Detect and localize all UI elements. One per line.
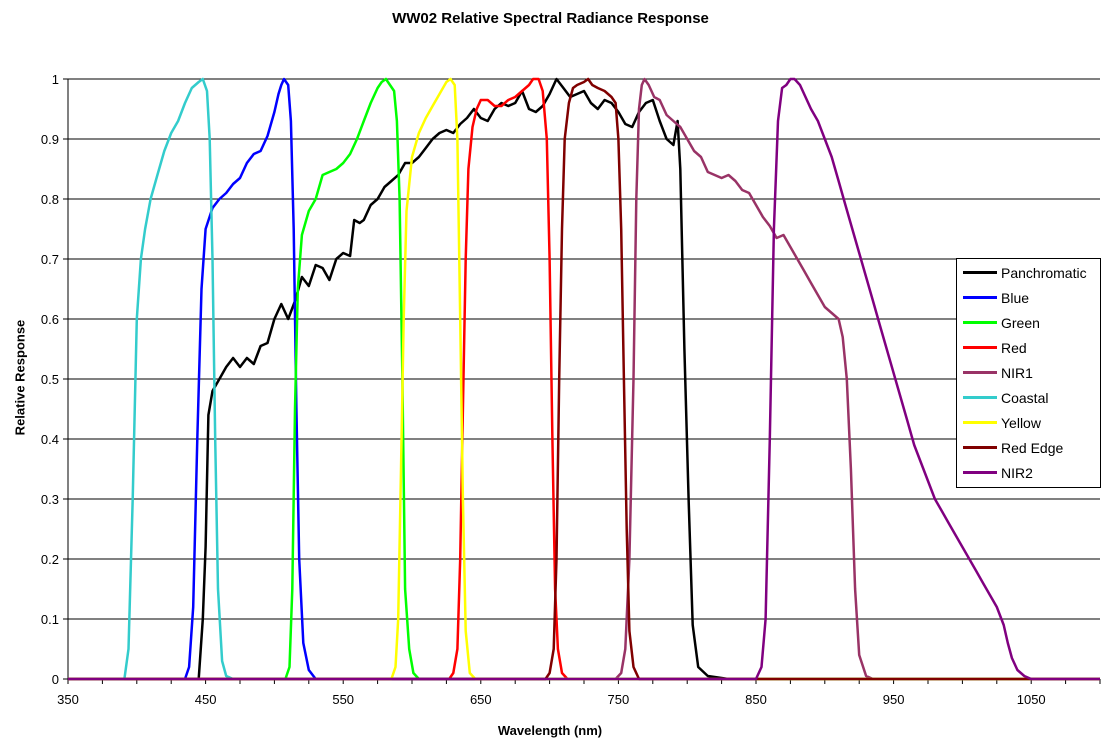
series-line-blue — [68, 77, 1100, 681]
legend-label: Yellow — [1001, 414, 1041, 431]
legend-label: Red Edge — [1001, 439, 1064, 456]
y-tick-label: 0.6 — [41, 312, 59, 327]
legend-label: Coastal — [1001, 389, 1049, 406]
legend-swatch — [963, 296, 997, 299]
x-tick-label: 650 — [470, 692, 492, 707]
y-axis-label: Relative Response — [12, 319, 28, 436]
legend-item: Red — [957, 335, 1027, 360]
y-tick-label: 0 — [52, 672, 59, 687]
legend: Panchromatic Blue Green Red NIR1 Coastal Yello… — [956, 258, 1101, 488]
legend-item: Red Edge — [957, 435, 1063, 460]
x-tick-label: 950 — [883, 692, 905, 707]
y-tick-label: 0.5 — [41, 372, 59, 387]
legend-label: Green — [1001, 314, 1040, 331]
y-tick-label: 0.4 — [41, 432, 59, 447]
y-tick-label: 0.3 — [41, 492, 59, 507]
series-line-nir1 — [68, 77, 1100, 681]
legend-label: Blue — [1001, 289, 1030, 306]
x-tick-label: 550 — [332, 692, 354, 707]
legend-label: NIR2 — [1001, 464, 1033, 481]
legend-swatch — [963, 371, 997, 374]
legend-item: NIR2 — [957, 460, 1033, 485]
x-tick-label: 750 — [608, 692, 630, 707]
chart-title: WW02 Relative Spectral Radiance Response — [392, 10, 709, 27]
y-tick-label: 0.1 — [41, 612, 59, 627]
legend-swatch — [963, 321, 997, 324]
x-axis-label: Wavelength (nm) — [497, 723, 603, 738]
x-tick-label: 450 — [195, 692, 217, 707]
legend-swatch — [963, 346, 997, 349]
series-line-coastal — [68, 77, 1100, 681]
series-line-yellow — [68, 77, 1100, 681]
x-tick-label: 850 — [745, 692, 767, 707]
y-tick-label: 1 — [52, 72, 59, 87]
legend-label: Panchromatic — [1001, 264, 1087, 281]
legend-item: Green — [957, 310, 1040, 335]
legend-label: NIR1 — [1001, 364, 1033, 381]
y-tick-label: 0.8 — [41, 192, 59, 207]
legend-swatch — [963, 271, 997, 274]
legend-swatch — [963, 471, 997, 474]
x-tick-label: 350 — [57, 692, 79, 707]
x-tick-label: 1050 — [1017, 692, 1046, 707]
legend-swatch — [963, 396, 997, 399]
y-tick-label: 0.9 — [41, 132, 59, 147]
legend-swatch — [963, 446, 997, 449]
legend-item: Panchromatic — [957, 260, 1087, 285]
series-line-nir2 — [68, 77, 1100, 681]
y-tick-label: 0.2 — [41, 552, 59, 567]
tick-labels: 0 0.1 0.2 0.3 0.4 0.5 0.6 0.7 0.8 0.9 1 350 450 550 65… — [41, 72, 1046, 707]
series-line-panchromatic — [68, 77, 1100, 681]
legend-label: Red — [1001, 339, 1027, 356]
gridlines — [68, 78, 1100, 620]
series-line-red-edge — [68, 77, 1100, 681]
y-tick-label: 0.7 — [41, 252, 59, 267]
series-lines — [68, 77, 1100, 681]
legend-item: Yellow — [957, 410, 1041, 435]
legend-swatch — [963, 421, 997, 424]
legend-item: NIR1 — [957, 360, 1033, 385]
legend-item: Blue — [957, 285, 1029, 310]
legend-item: Coastal — [957, 385, 1048, 410]
